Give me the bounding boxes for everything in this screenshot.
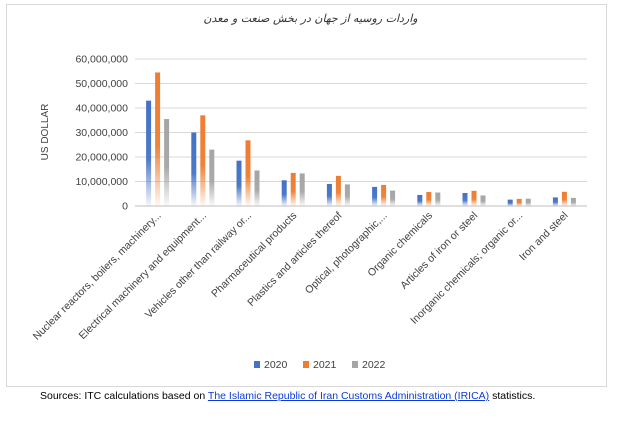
bar-2022 xyxy=(254,170,260,206)
y-tick-label: 20,000,000 xyxy=(75,152,128,164)
y-axis-label: US DOLLAR xyxy=(40,104,51,161)
bar-2022 xyxy=(435,192,441,206)
bar-2020 xyxy=(236,160,242,206)
sources-prefix: Sources: ITC calculations based on xyxy=(40,390,208,402)
bar-2022 xyxy=(299,173,305,206)
y-tick-label: 30,000,000 xyxy=(75,127,128,139)
bar-2022 xyxy=(209,149,215,206)
x-tick-label: Iron and steel xyxy=(517,210,570,263)
bar-2021 xyxy=(561,191,567,206)
bar-2021 xyxy=(155,72,161,206)
bar-2021 xyxy=(471,190,477,206)
bar-2022 xyxy=(344,184,350,206)
bar-2021 xyxy=(245,140,251,206)
bar-2020 xyxy=(507,199,513,206)
bar-2021 xyxy=(426,192,432,206)
y-tick-label: 40,000,000 xyxy=(75,103,128,115)
bar-2022 xyxy=(525,198,531,206)
y-tick-label: 0 xyxy=(122,201,128,213)
bar-2022 xyxy=(164,119,170,206)
x-tick-label: Plastics and articles thereof xyxy=(245,210,344,309)
bar-2020 xyxy=(146,100,152,206)
y-tick-label: 60,000,000 xyxy=(75,54,128,66)
bar-2022 xyxy=(570,197,576,206)
legend-swatch-2021 xyxy=(303,361,309,368)
legend: 2020 2021 2022 xyxy=(254,359,386,371)
bar-2020 xyxy=(372,186,378,206)
sources-suffix: statistics. xyxy=(489,390,536,402)
legend-label-2022: 2022 xyxy=(362,359,386,371)
legend-swatch-2020 xyxy=(254,361,260,368)
bar-2021 xyxy=(290,172,296,206)
x-tick-label: Pharmaceutical products xyxy=(209,210,299,300)
x-tick-label: Optical, photographic,... xyxy=(303,210,390,297)
bar-2020 xyxy=(552,197,558,206)
x-tick-label: Articles of iron or steel xyxy=(398,210,480,292)
irica-link[interactable]: The Islamic Republic of Iran Customs Adm… xyxy=(207,390,490,402)
y-axis-ticks: 0 10,000,000 20,000,000 30,000,000 40,000,00… xyxy=(75,54,128,213)
bar-2021 xyxy=(335,175,341,206)
bar-2020 xyxy=(191,132,197,206)
bar-2021 xyxy=(516,198,522,206)
bar-2022 xyxy=(390,190,396,206)
chart-frame xyxy=(6,4,607,387)
legend-swatch-2022 xyxy=(352,361,358,368)
bar-2020 xyxy=(462,193,468,206)
bar-2021 xyxy=(200,115,206,206)
sources-note: Sources: ITC calculations based on The I… xyxy=(40,390,535,402)
y-tick-label: 10,000,000 xyxy=(75,176,128,188)
legend-label-2021: 2021 xyxy=(313,359,337,371)
x-axis-ticks: Nuclear reactors, boilers, machinery...E… xyxy=(31,210,571,343)
bar-2021 xyxy=(381,184,387,206)
bar-2020 xyxy=(326,183,332,206)
y-tick-label: 50,000,000 xyxy=(75,78,128,90)
legend-label-2020: 2020 xyxy=(264,359,288,371)
bar-2022 xyxy=(480,195,486,206)
bar-2020 xyxy=(417,194,423,206)
chart-title: واردات روسیه از جهان در بخش صنعت و معدن xyxy=(203,12,418,25)
bars xyxy=(146,72,576,206)
bar-2020 xyxy=(281,180,287,206)
